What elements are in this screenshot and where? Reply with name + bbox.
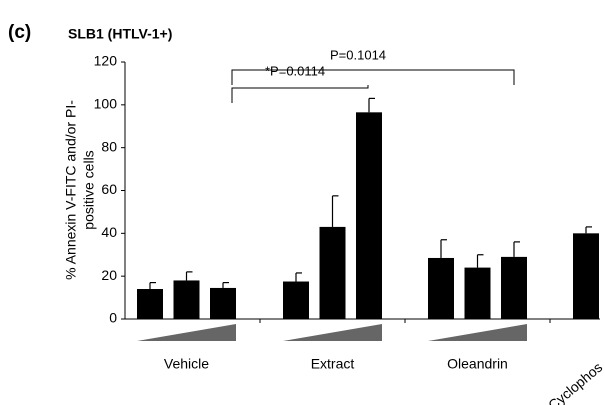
bar	[173, 280, 200, 319]
dose-wedge	[428, 324, 527, 341]
bar	[137, 289, 163, 319]
y-tick-label: 100	[94, 96, 118, 112]
annotation: *P=0.0114	[265, 63, 325, 78]
y-tick-label: 80	[101, 138, 117, 154]
x-tick-label: Cyclophos	[545, 359, 605, 405]
x-tick-label: Oleandrin	[447, 356, 508, 372]
y-axis-label: % Annexin V-FITC and/or PI-	[63, 100, 79, 280]
dose-wedge	[137, 324, 236, 341]
bar	[283, 281, 309, 319]
y-axis-label: positive cells	[81, 150, 97, 229]
bar	[573, 233, 599, 319]
bar	[501, 256, 527, 319]
x-tick-label: Extract	[311, 356, 355, 372]
bracket	[231, 69, 515, 85]
bar	[319, 226, 346, 319]
x-tick-label: Vehicle	[164, 356, 209, 372]
annotation: P=0.1014	[330, 47, 386, 62]
y-tick-label: 0	[109, 310, 117, 326]
y-tick-label: 40	[101, 224, 117, 240]
panel-label: (c)	[8, 22, 31, 43]
bar	[210, 287, 236, 319]
y-tick-label: 20	[101, 267, 117, 283]
y-tick-label: 60	[101, 181, 117, 197]
bar	[464, 267, 491, 319]
y-tick-label: 120	[94, 53, 118, 69]
bar	[428, 257, 454, 319]
bracket	[231, 85, 369, 103]
dose-wedge	[283, 324, 382, 341]
chart-title: SLB1 (HTLV-1+)	[68, 26, 172, 42]
bar	[356, 112, 382, 320]
